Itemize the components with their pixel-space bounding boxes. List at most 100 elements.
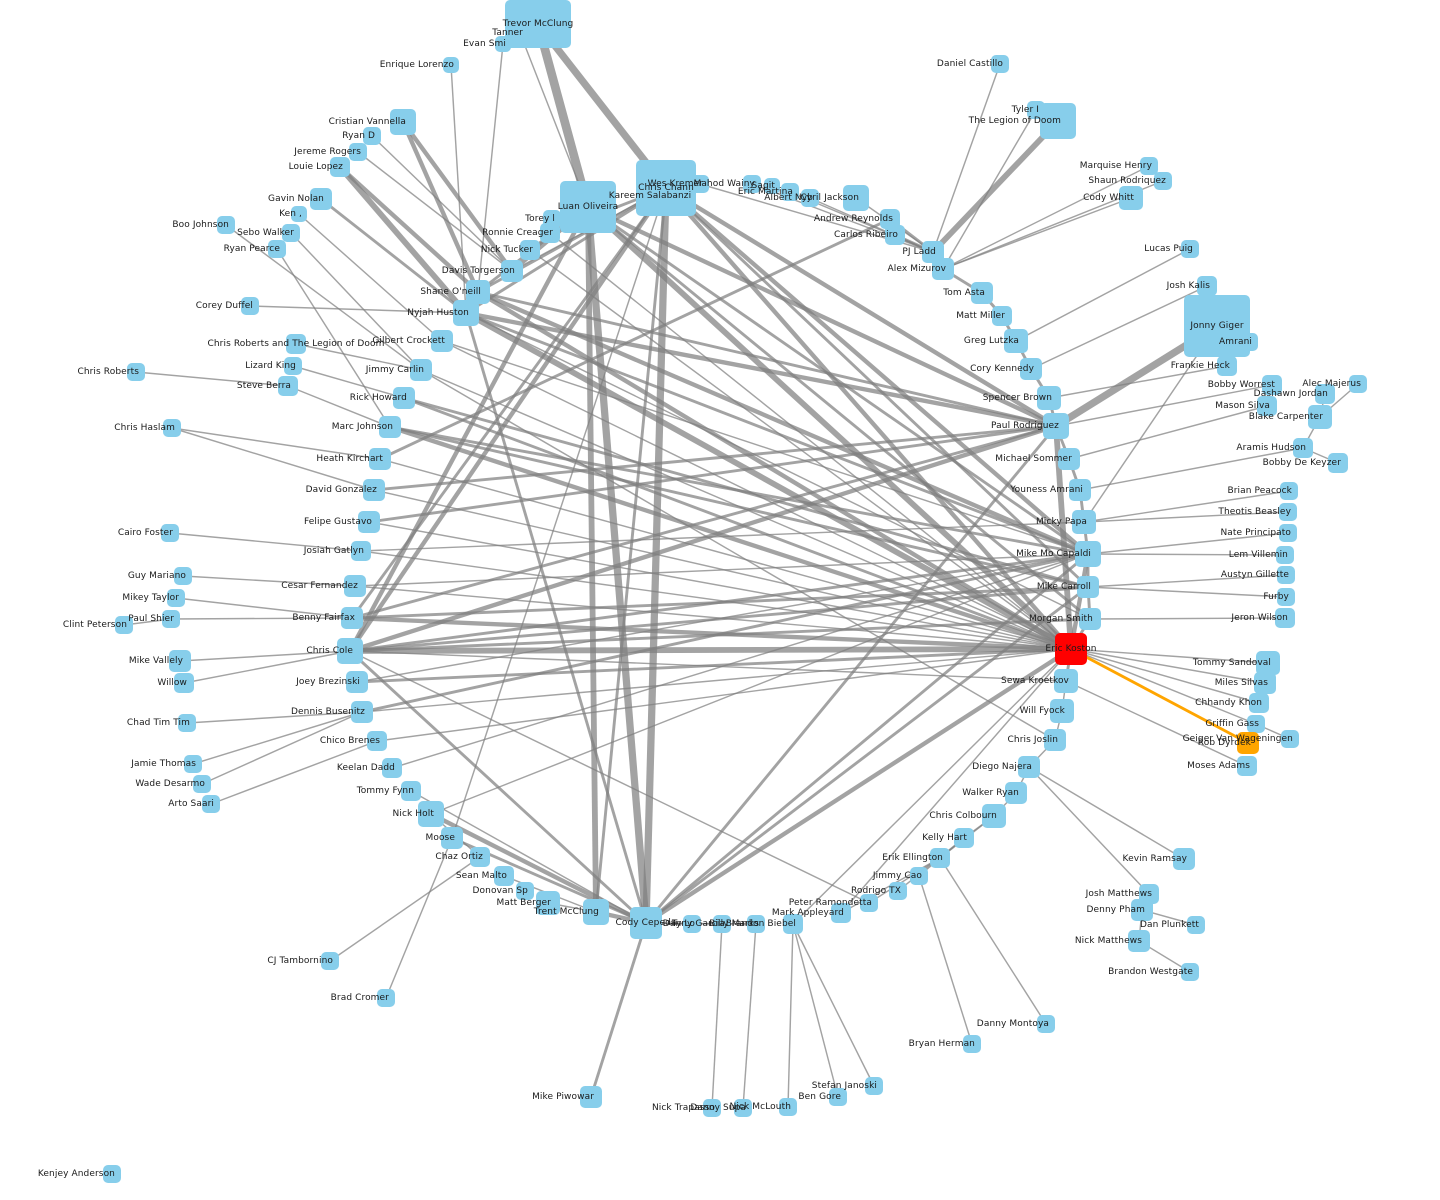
graph-node[interactable] xyxy=(1181,240,1199,258)
graph-node[interactable] xyxy=(174,567,192,585)
graph-node[interactable] xyxy=(630,907,662,939)
graph-node[interactable] xyxy=(1293,438,1313,458)
graph-node[interactable] xyxy=(1279,524,1297,542)
graph-node[interactable] xyxy=(743,175,761,193)
graph-node[interactable] xyxy=(1237,756,1257,776)
graph-node[interactable] xyxy=(341,607,363,629)
graph-node[interactable] xyxy=(1154,172,1172,190)
graph-node[interactable] xyxy=(241,297,259,315)
graph-node[interactable] xyxy=(284,357,302,375)
graph-node[interactable] xyxy=(291,206,307,222)
graph-node[interactable] xyxy=(930,848,950,868)
graph-node[interactable] xyxy=(351,541,371,561)
graph-node[interactable] xyxy=(580,1086,602,1108)
graph-node[interactable] xyxy=(431,330,453,352)
graph-node[interactable] xyxy=(410,359,432,381)
graph-node[interactable] xyxy=(466,280,490,304)
graph-node[interactable] xyxy=(495,36,511,52)
graph-node[interactable] xyxy=(202,795,220,813)
graph-node[interactable] xyxy=(369,448,391,470)
graph-node[interactable] xyxy=(278,376,298,396)
graph-node[interactable] xyxy=(583,899,609,925)
graph-node[interactable] xyxy=(282,224,300,242)
graph-node[interactable] xyxy=(363,127,381,145)
graph-node[interactable] xyxy=(184,755,202,773)
graph-node[interactable] xyxy=(801,189,819,207)
graph-node[interactable] xyxy=(393,387,415,409)
graph-node[interactable] xyxy=(1277,588,1295,606)
graph-node[interactable] xyxy=(115,616,133,634)
graph-node[interactable] xyxy=(494,866,514,886)
graph-node[interactable] xyxy=(520,240,540,260)
graph-node[interactable] xyxy=(1044,729,1066,751)
graph-node[interactable] xyxy=(441,827,463,849)
graph-node[interactable] xyxy=(358,511,380,533)
graph-node[interactable] xyxy=(330,157,350,177)
graph-node[interactable] xyxy=(982,804,1006,828)
graph-node[interactable] xyxy=(337,638,363,664)
graph-node[interactable] xyxy=(178,714,196,732)
graph-node[interactable] xyxy=(443,57,459,73)
graph-node[interactable] xyxy=(162,610,180,628)
graph-node[interactable] xyxy=(344,575,366,597)
graph-node[interactable] xyxy=(1140,157,1158,175)
graph-node[interactable] xyxy=(401,781,421,801)
graph-node[interactable] xyxy=(829,1088,847,1106)
graph-node[interactable] xyxy=(783,914,803,934)
graph-node[interactable] xyxy=(217,216,235,234)
graph-node[interactable] xyxy=(992,306,1012,326)
graph-node[interactable] xyxy=(991,55,1009,73)
graph-node[interactable] xyxy=(1004,329,1028,353)
graph-node[interactable] xyxy=(1249,693,1269,713)
graph-node[interactable] xyxy=(351,701,373,723)
graph-node[interactable] xyxy=(379,416,401,438)
graph-node[interactable] xyxy=(161,524,179,542)
graph-node[interactable] xyxy=(1131,899,1153,921)
graph-node[interactable] xyxy=(540,223,560,243)
graph-node[interactable] xyxy=(922,241,944,263)
graph-node[interactable] xyxy=(390,109,416,135)
graph-node[interactable] xyxy=(889,882,907,900)
graph-node[interactable] xyxy=(831,903,851,923)
graph-node[interactable] xyxy=(1173,848,1195,870)
graph-node[interactable] xyxy=(1184,295,1250,357)
graph-node[interactable] xyxy=(691,175,709,193)
graph-node[interactable] xyxy=(1240,333,1258,351)
graph-node[interactable] xyxy=(843,185,869,211)
graph-node[interactable] xyxy=(163,419,181,437)
graph-node[interactable] xyxy=(310,188,332,210)
graph-node[interactable] xyxy=(1069,479,1091,501)
graph-node[interactable] xyxy=(1079,608,1101,630)
graph-node[interactable] xyxy=(1043,413,1069,439)
graph-node[interactable] xyxy=(1072,510,1096,534)
graph-node[interactable] xyxy=(516,882,534,900)
graph-node[interactable] xyxy=(1055,633,1087,665)
graph-node[interactable] xyxy=(910,867,928,885)
graph-node[interactable] xyxy=(1237,732,1259,754)
graph-node[interactable] xyxy=(781,183,799,201)
graph-node[interactable] xyxy=(349,143,367,161)
graph-node[interactable] xyxy=(367,731,387,751)
graph-node[interactable] xyxy=(1128,930,1150,952)
graph-node[interactable] xyxy=(1181,963,1199,981)
graph-node[interactable] xyxy=(932,258,954,280)
graph-node[interactable] xyxy=(127,363,145,381)
graph-node[interactable] xyxy=(1281,730,1299,748)
graph-node[interactable] xyxy=(1256,651,1280,675)
graph-node[interactable] xyxy=(865,1077,883,1095)
graph-node[interactable] xyxy=(321,952,339,970)
graph-node[interactable] xyxy=(511,24,529,42)
graph-node[interactable] xyxy=(346,671,368,693)
graph-node[interactable] xyxy=(268,240,286,258)
graph-node[interactable] xyxy=(1037,386,1061,410)
graph-node[interactable] xyxy=(1349,375,1367,393)
graph-node[interactable] xyxy=(1315,384,1335,404)
graph-node[interactable] xyxy=(382,758,402,778)
graph-node[interactable] xyxy=(639,185,661,207)
graph-node[interactable] xyxy=(880,209,900,229)
graph-node[interactable] xyxy=(560,181,616,233)
graph-node[interactable] xyxy=(1077,576,1099,598)
graph-node[interactable] xyxy=(1328,453,1348,473)
graph-node[interactable] xyxy=(363,479,385,501)
